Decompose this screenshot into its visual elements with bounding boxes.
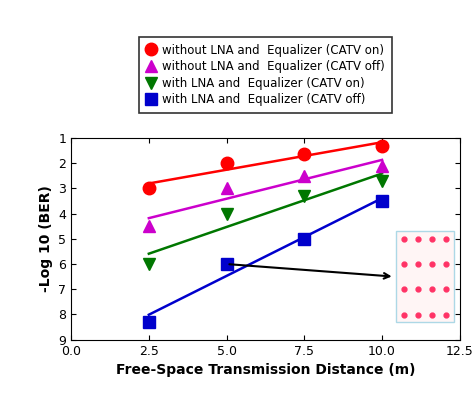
Legend: without LNA and  Equalizer (CATV on), without LNA and  Equalizer (CATV off), wit: without LNA and Equalizer (CATV on), wit… — [139, 36, 392, 113]
X-axis label: Free-Space Transmission Distance (m): Free-Space Transmission Distance (m) — [116, 363, 415, 377]
Bar — [396, 231, 454, 322]
Y-axis label: -Log 10 (BER): -Log 10 (BER) — [39, 185, 53, 292]
